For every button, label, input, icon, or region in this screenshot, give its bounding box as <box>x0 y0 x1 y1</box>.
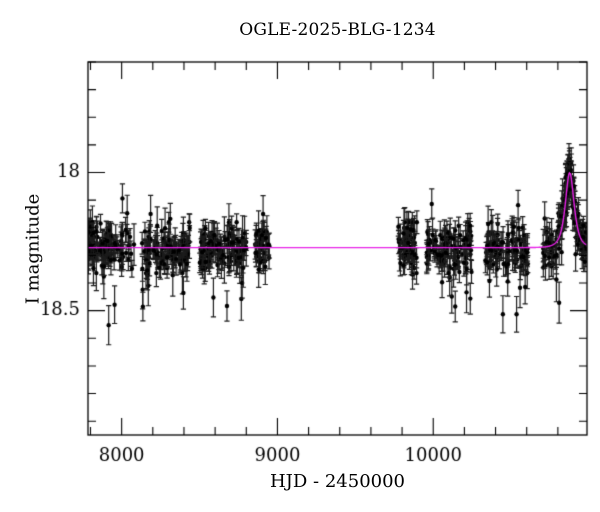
y-axis-label: I magnitude <box>22 193 44 305</box>
x-axis-label: HJD - 2450000 <box>269 471 406 492</box>
plot-title: OGLE-2025-BLG-1234 <box>239 20 436 40</box>
